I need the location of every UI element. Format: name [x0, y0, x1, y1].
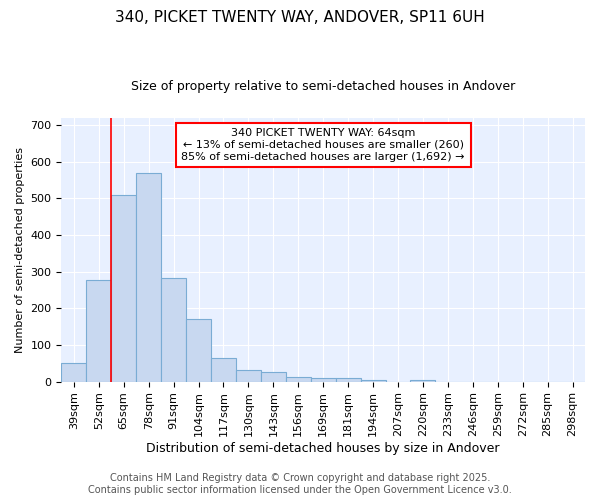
Bar [236, 370, 261, 382]
Bar [410, 380, 436, 382]
Y-axis label: Number of semi-detached properties: Number of semi-detached properties [15, 146, 25, 352]
Bar [186, 320, 211, 382]
Bar [335, 378, 361, 382]
Bar [111, 194, 136, 382]
Text: 340 PICKET TWENTY WAY: 64sqm
← 13% of semi-detached houses are smaller (260)
85%: 340 PICKET TWENTY WAY: 64sqm ← 13% of se… [181, 128, 465, 162]
Bar [211, 358, 236, 382]
X-axis label: Distribution of semi-detached houses by size in Andover: Distribution of semi-detached houses by … [146, 442, 500, 455]
Bar [361, 380, 386, 382]
Text: 340, PICKET TWENTY WAY, ANDOVER, SP11 6UH: 340, PICKET TWENTY WAY, ANDOVER, SP11 6U… [115, 10, 485, 25]
Bar [261, 372, 286, 382]
Bar [286, 377, 311, 382]
Title: Size of property relative to semi-detached houses in Andover: Size of property relative to semi-detach… [131, 80, 515, 93]
Text: Contains HM Land Registry data © Crown copyright and database right 2025.
Contai: Contains HM Land Registry data © Crown c… [88, 474, 512, 495]
Bar [136, 174, 161, 382]
Bar [311, 378, 335, 382]
Bar [61, 362, 86, 382]
Bar [86, 280, 111, 382]
Bar [161, 278, 186, 382]
